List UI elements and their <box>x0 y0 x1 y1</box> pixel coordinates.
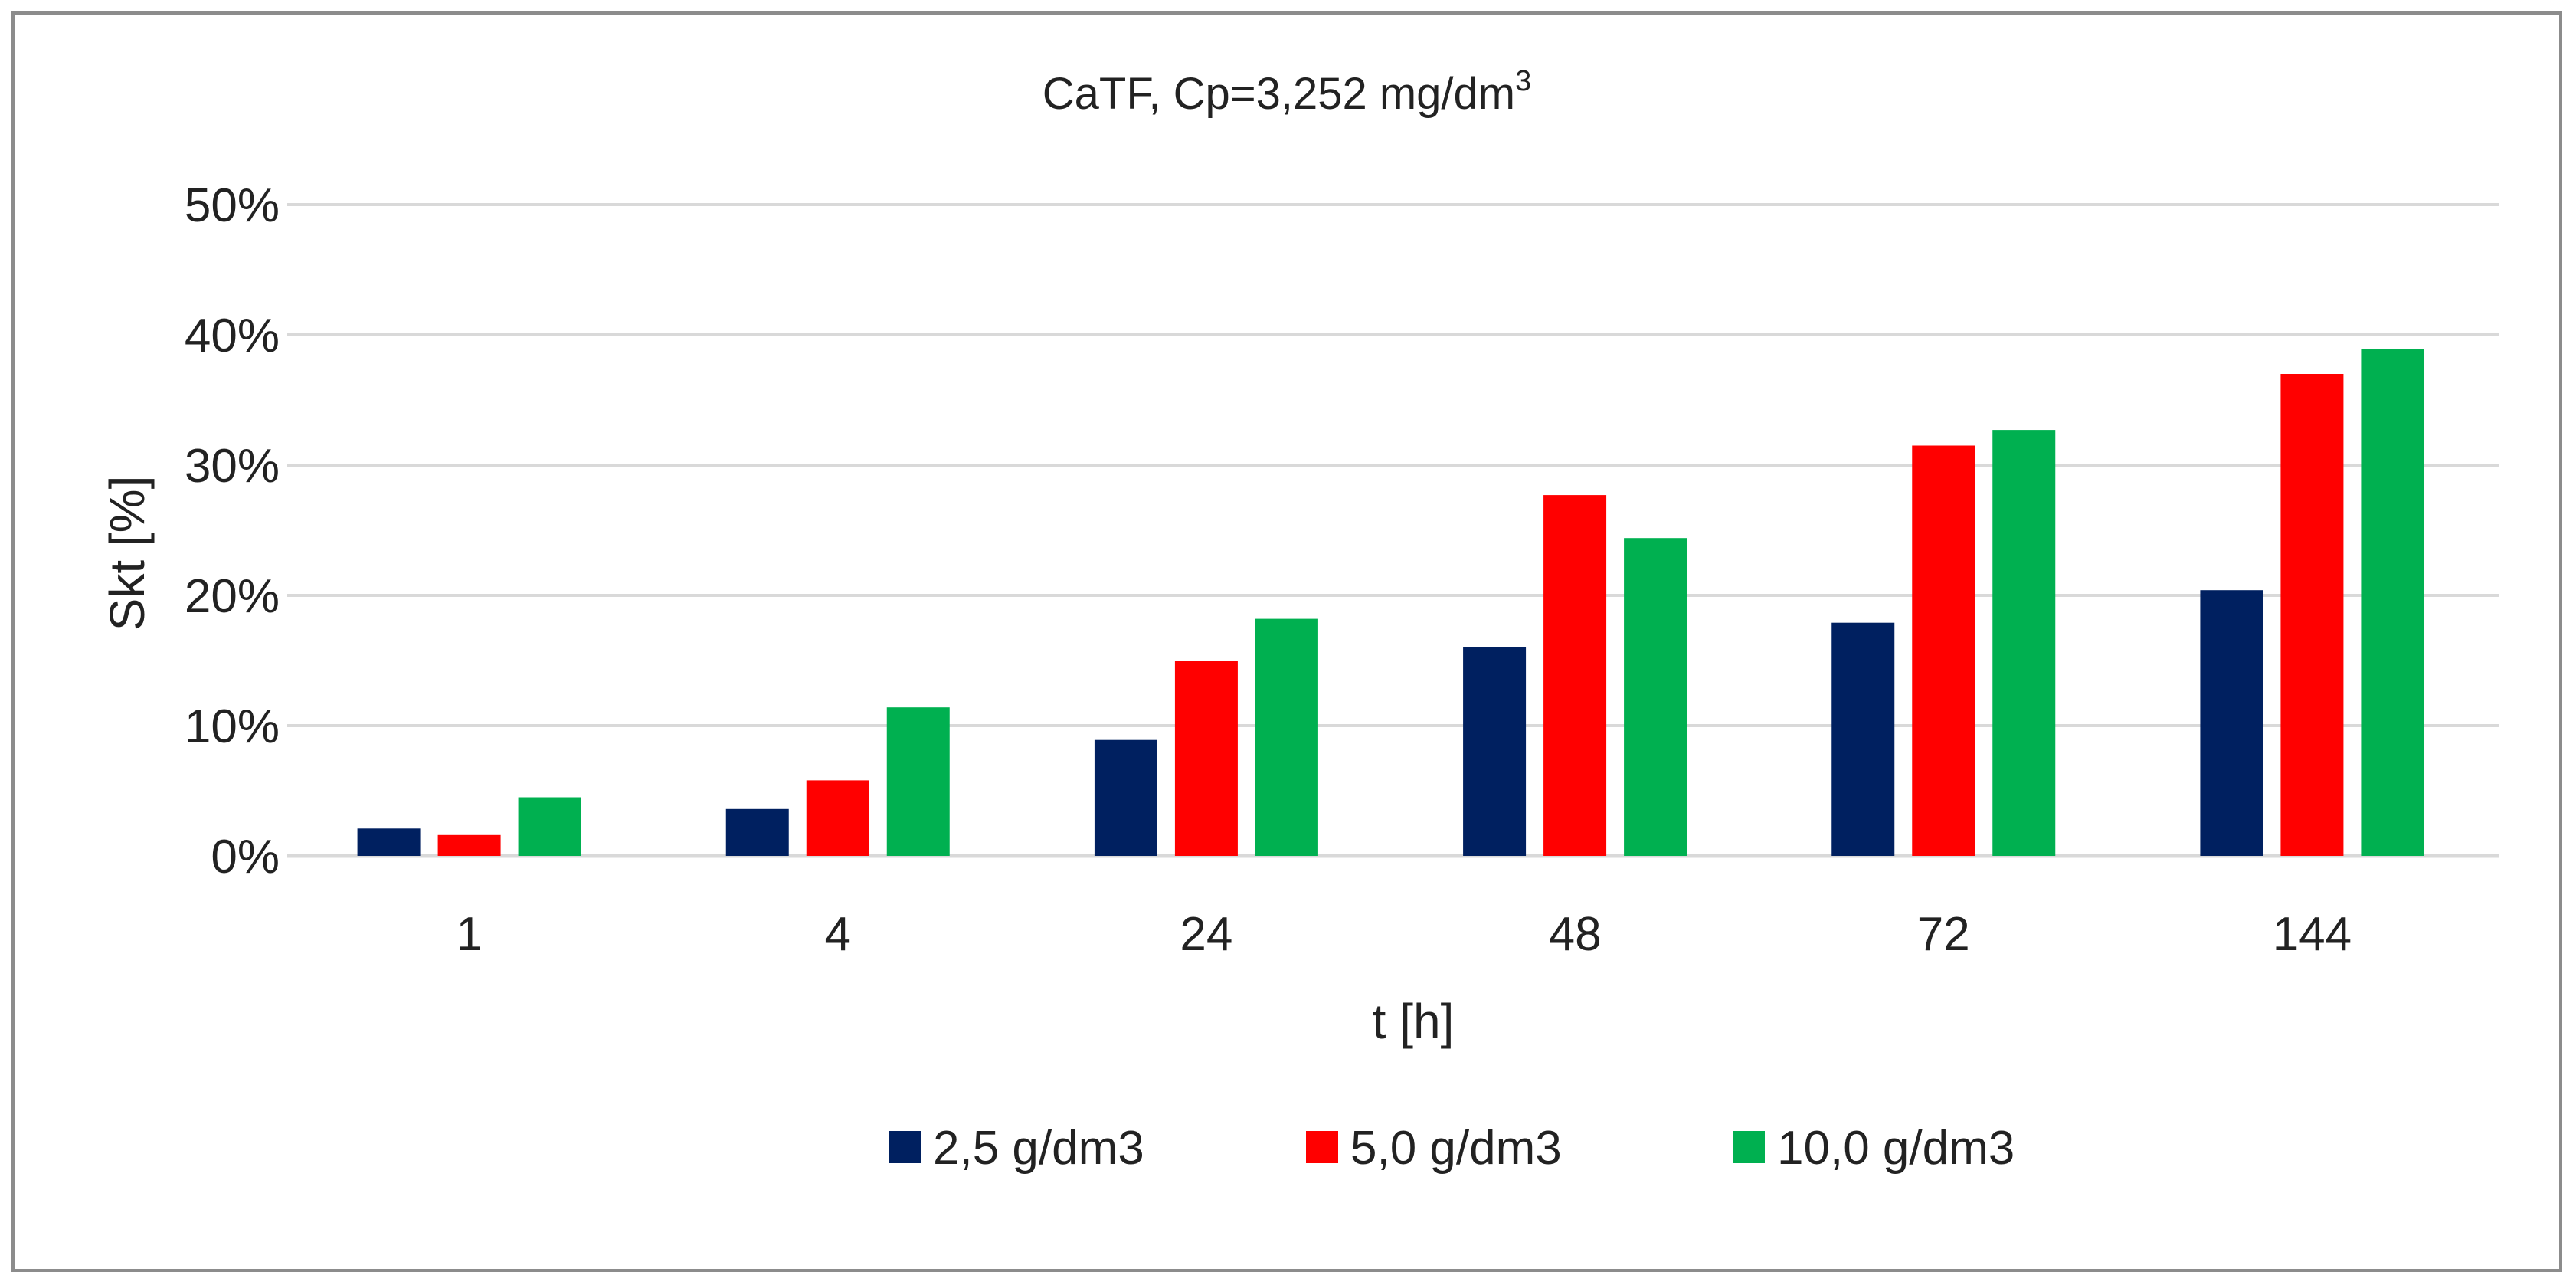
bar-2-5-g-dm3-1 <box>357 828 421 856</box>
bar-10-0-g-dm3-24 <box>1255 618 1318 856</box>
bar-2-5-g-dm3-48 <box>1463 647 1527 856</box>
y-tick-label: 0% <box>211 831 280 883</box>
x-tick-label: 72 <box>1917 908 1970 961</box>
bar-2-5-g-dm3-72 <box>1831 622 1895 856</box>
bar-5-0-g-dm3-48 <box>1543 495 1607 856</box>
bar-5-0-g-dm3-4 <box>806 780 869 856</box>
x-tick-label: 4 <box>825 908 851 961</box>
legend-label: 5,0 g/dm3 <box>1350 1122 1562 1175</box>
bar-10-0-g-dm3-1 <box>518 797 581 856</box>
bar-5-0-g-dm3-144 <box>2280 374 2344 856</box>
chart-title-main: CaTF, Cp=3,252 mg/dm <box>1043 69 1515 119</box>
bar-5-0-g-dm3-24 <box>1174 661 1238 856</box>
bar-10-0-g-dm3-144 <box>2361 349 2424 856</box>
x-axis-label: t [h] <box>1373 994 1455 1049</box>
bar-10-0-g-dm3-4 <box>886 707 950 856</box>
y-tick-label: 20% <box>185 570 280 623</box>
gridlines <box>287 203 2499 858</box>
legend-swatch <box>1733 1131 1765 1163</box>
x-tick-label: 48 <box>1549 908 1602 961</box>
bar-2-5-g-dm3-4 <box>725 808 789 856</box>
y-tick-label: 50% <box>185 179 280 232</box>
bars <box>357 349 2424 856</box>
bar-2-5-g-dm3-24 <box>1094 739 1157 856</box>
bar-10-0-g-dm3-72 <box>1992 430 2056 856</box>
bar-2-5-g-dm3-144 <box>2200 590 2263 856</box>
x-axis-ticks: 1 4 24 48 72 144 <box>456 908 2352 961</box>
bar-5-0-g-dm3-1 <box>437 834 501 856</box>
bar-10-0-g-dm3-48 <box>1624 538 1687 856</box>
x-tick-label: 1 <box>456 908 482 961</box>
chart-title-superscript: 3 <box>1515 65 1531 97</box>
legend-swatch <box>1306 1131 1338 1163</box>
legend: 2,5 g/dm3 5,0 g/dm3 10,0 g/dm3 <box>889 1122 2015 1175</box>
legend-swatch <box>889 1131 921 1163</box>
x-tick-label: 144 <box>2273 908 2352 961</box>
y-axis-ticks: 0% 10% 20% 30% 40% 50% <box>185 179 280 883</box>
y-axis-label: Skt [%] <box>100 476 155 631</box>
bar-5-0-g-dm3-72 <box>1912 445 1975 856</box>
y-tick-label: 30% <box>185 440 280 493</box>
legend-label: 10,0 g/dm3 <box>1777 1122 2015 1175</box>
y-tick-label: 10% <box>185 700 280 753</box>
chart-title: CaTF, Cp=3,252 mg/dm3 <box>1043 65 1531 119</box>
x-tick-label: 24 <box>1180 908 1232 961</box>
y-tick-label: 40% <box>185 310 280 362</box>
legend-label: 2,5 g/dm3 <box>933 1122 1144 1175</box>
